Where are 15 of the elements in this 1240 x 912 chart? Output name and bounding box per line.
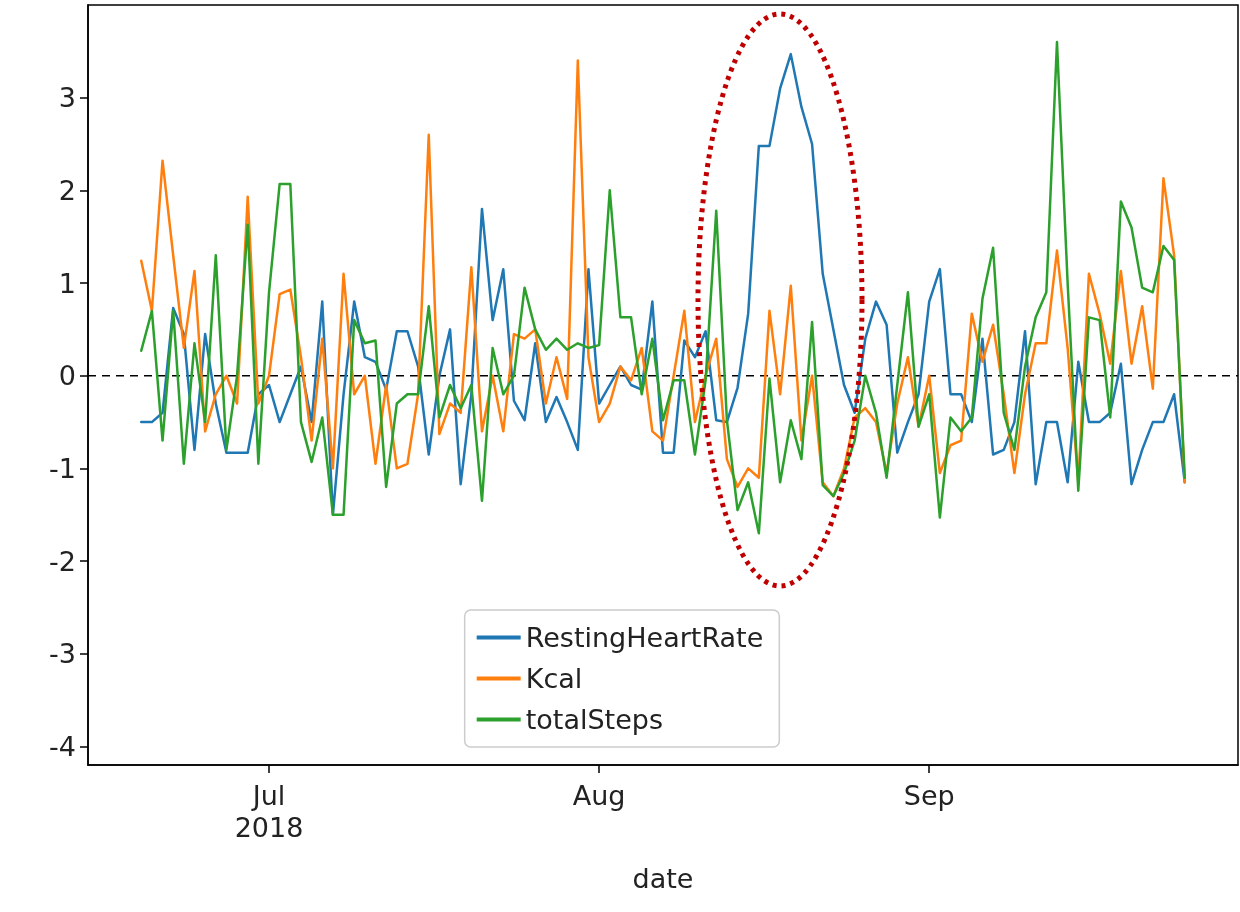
y-tick-label: -3: [49, 638, 76, 670]
y-tick-label: -4: [49, 730, 76, 762]
y-tick-label: 2: [58, 174, 76, 206]
legend-label: RestingHeartRate: [525, 622, 764, 653]
x-tick-label: Aug: [572, 779, 626, 811]
y-tick-label: 0: [58, 360, 76, 392]
x-tick-label: Sep: [903, 779, 955, 811]
y-tick-label: 3: [58, 82, 76, 114]
legend-label: totalSteps: [525, 704, 663, 735]
y-tick-label: 1: [58, 267, 76, 299]
y-tick-label: -1: [49, 452, 76, 484]
x-axis-title: date: [632, 863, 694, 894]
x-tick-label: Jul 2018: [234, 779, 304, 843]
y-tick-label: -2: [49, 545, 76, 577]
legend-label: Kcal: [525, 663, 583, 694]
